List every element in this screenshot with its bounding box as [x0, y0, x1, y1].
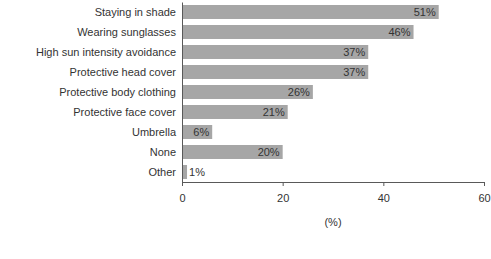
bar	[182, 45, 368, 59]
y-tick: Other	[148, 166, 182, 178]
x-tick-mark	[283, 182, 284, 186]
data-label: 20%	[258, 146, 280, 158]
y-tick-label: Wearing sunglasses	[77, 26, 176, 38]
bar	[182, 105, 288, 119]
bar	[182, 65, 368, 79]
y-tick-label: Protective head cover	[70, 66, 177, 78]
x-tick: 40	[378, 182, 390, 204]
x-tick-label: 20	[277, 192, 289, 204]
y-tick-label: None	[150, 146, 176, 158]
chart: 0 20 40 60 Staying in shade Wearing sunglasse…	[0, 0, 491, 259]
x-tick: 0	[179, 182, 185, 204]
bar	[182, 125, 212, 139]
y-tick-label: Protective body clothing	[59, 86, 176, 98]
y-tick: Staying in shade	[95, 6, 182, 18]
data-label: 6%	[193, 126, 209, 138]
data-label: 37%	[343, 66, 365, 78]
y-axis: Staying in shade Wearing sunglasses High s…	[36, 3, 183, 183]
x-axis-title: (%)	[324, 216, 341, 228]
y-tick: Wearing sunglasses	[77, 26, 182, 38]
x-tick: 60	[478, 182, 490, 204]
data-label: 51%	[414, 6, 436, 18]
y-tick-label: Staying in shade	[95, 6, 176, 18]
plot: 0 20 40 60 Staying in shade Wearing sunglasse…	[36, 3, 491, 229]
y-axis-line	[182, 3, 183, 183]
x-axis-line	[183, 183, 485, 187]
y-tick-label: Umbrella	[132, 126, 177, 138]
y-tick: Protective face cover	[73, 106, 182, 118]
data-label: 37%	[343, 46, 365, 58]
y-tick: None	[150, 146, 182, 158]
x-tick-label: 60	[478, 192, 490, 204]
x-tick-label: 40	[378, 192, 390, 204]
bars	[182, 5, 439, 179]
x-tick-mark	[484, 182, 485, 186]
bar	[182, 25, 414, 39]
data-label: 21%	[263, 106, 285, 118]
data-labels: 51%46% 37% 37% 26%21% 6% 20% 1%	[189, 6, 436, 178]
x-tick-mark	[182, 182, 183, 186]
data-label: 46%	[389, 26, 411, 38]
x-axis: 0 20 40 60	[179, 182, 490, 204]
bar	[182, 5, 439, 19]
y-tick: Protective body clothing	[59, 86, 182, 98]
y-tick-label: High sun intensity avoidance	[36, 46, 176, 58]
x-tick: 20	[277, 182, 289, 204]
y-tick-label: Other	[148, 166, 176, 178]
x-tick-label: 0	[179, 192, 185, 204]
y-tick: High sun intensity avoidance	[36, 46, 182, 58]
data-label: 1%	[189, 166, 205, 178]
y-tick-label: Protective face cover	[73, 106, 176, 118]
y-tick: Umbrella	[132, 126, 182, 138]
x-tick-mark	[383, 182, 384, 186]
data-label: 26%	[288, 86, 310, 98]
bar	[182, 85, 313, 99]
y-tick: Protective head cover	[70, 66, 182, 78]
bar	[182, 145, 283, 159]
